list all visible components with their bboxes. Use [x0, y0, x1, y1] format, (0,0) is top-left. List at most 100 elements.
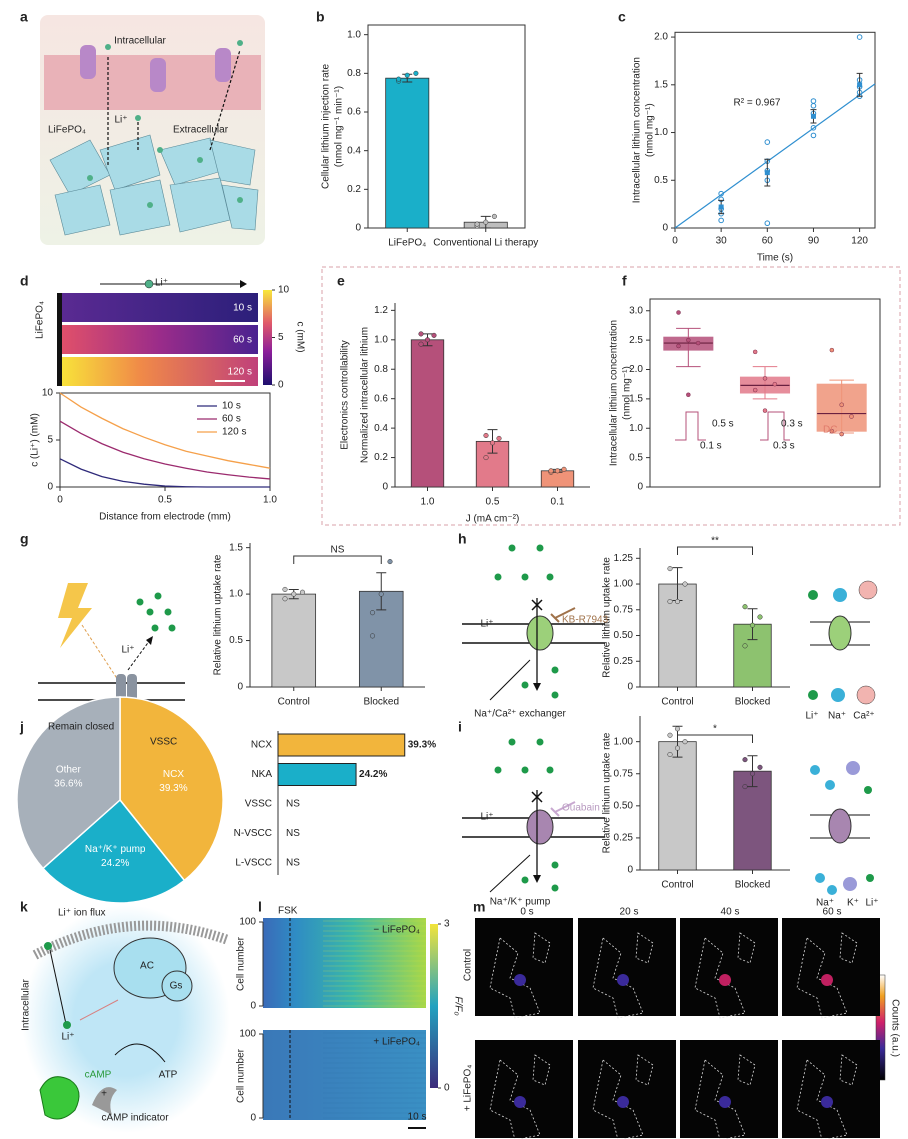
y-tick-label: 0.4: [374, 423, 388, 434]
illustration-label: Na⁺: [816, 898, 834, 909]
y-tick-label: 0.75: [614, 768, 634, 779]
data-point: [299, 589, 306, 595]
data-point: [674, 726, 681, 732]
x-tick-label: 120: [851, 236, 868, 247]
row-label: LiFePO₄: [35, 301, 46, 339]
data-point: [772, 381, 778, 387]
y-tick-label: 0.6: [374, 393, 388, 404]
fit-line: [674, 83, 876, 229]
panel-label: c: [618, 9, 626, 25]
illustration-label: Counts (a.u.): [889, 999, 900, 1057]
y-tick-label: 0: [250, 1113, 256, 1124]
y-axis-label: Cellular lithium injection rate: [321, 64, 332, 189]
data-point: [282, 586, 288, 593]
panel-label: b: [316, 9, 325, 25]
illustration-label: Li⁺: [480, 812, 493, 823]
data-point: [548, 468, 554, 474]
x-tick-label: 1.0: [421, 497, 435, 508]
x-axis-label: Distance from electrode (mm): [99, 512, 231, 523]
y-axis-label: Intracellular lithium concentration: [632, 57, 643, 203]
data-point: [387, 559, 393, 565]
panel-label: h: [458, 531, 467, 547]
y-tick-label: 2.0: [654, 32, 668, 43]
x-tick-label: 0: [57, 495, 63, 506]
illustration-label: Gs: [170, 981, 183, 992]
illustration-label: cAMP: [85, 1070, 112, 1081]
illustration-label: Intracellular: [114, 36, 166, 47]
data-point: [849, 414, 854, 419]
group-box: [321, 266, 901, 526]
y-tick-label: 1.25: [614, 553, 634, 564]
data-point: [762, 408, 768, 413]
illustration-label: Na⁺/K⁺ pump: [490, 897, 551, 908]
illustration-label: Ouabain: [562, 803, 600, 814]
bar: [385, 77, 430, 229]
y-tick-label: 1.0: [347, 29, 361, 40]
y-tick-label: 0.8: [374, 364, 388, 375]
cell-outline: [694, 932, 756, 1019]
value-label: NS: [286, 799, 300, 810]
data-point: [561, 466, 567, 472]
y-tick-label: 0: [47, 482, 53, 493]
data-point: [682, 581, 688, 587]
panel-label: d: [20, 273, 29, 289]
y-tick-label: 1.0: [229, 589, 243, 600]
colorbar: [430, 924, 438, 1088]
data-point: [742, 604, 748, 610]
slice-label: Other: [56, 764, 82, 775]
data-point: [757, 614, 763, 620]
legend-label: 120 s: [222, 427, 246, 438]
data-point: [291, 591, 297, 597]
x-tick-label: Conventional Li therapy: [433, 238, 538, 249]
image-tile: [782, 1040, 880, 1138]
data-point: [418, 331, 424, 337]
annotation: R² = 0.967: [734, 98, 781, 109]
y-tick-label: 0: [637, 482, 643, 493]
data-point: [369, 633, 376, 639]
category-label: VSSC: [245, 799, 272, 810]
data-point: [829, 428, 835, 434]
category-label: L-VSCC: [235, 858, 272, 869]
data-point: [839, 402, 844, 407]
panel-label: m: [473, 899, 485, 915]
y-axis-label: Cell number: [236, 936, 247, 991]
illustration-k: [22, 905, 230, 1133]
data-point: [839, 431, 844, 437]
data-point: [667, 751, 673, 758]
data-point: [718, 217, 724, 224]
illustration-label: Li⁺: [480, 619, 493, 630]
illustration-label: LiFePO₄: [48, 125, 86, 136]
data-point: [749, 771, 756, 777]
y-tick-label: 0.5: [229, 635, 243, 646]
x-tick-label: 0: [672, 236, 678, 247]
colorbar-tick-label: 0: [444, 1083, 450, 1094]
cell-signal: [719, 974, 731, 986]
data-point: [396, 76, 402, 82]
y-tick-label: 2.5: [629, 335, 643, 346]
category-label: NKA: [251, 769, 272, 780]
colorbar-tick-label: 0: [278, 380, 284, 391]
y-axis-label: Relative lithium uptake rate: [602, 557, 613, 678]
cell-outline: [489, 1054, 551, 1139]
data-point: [682, 739, 688, 745]
y-tick-label: 0.25: [614, 833, 634, 844]
illustration-label: Li⁺: [114, 115, 127, 126]
y-tick-label: 1.2: [374, 305, 388, 316]
y-tick-label: 100: [239, 1029, 256, 1040]
illustration-label: Li⁺ ion flux: [58, 908, 106, 919]
y-tick-label: 1.5: [229, 542, 243, 553]
illustration-h: [462, 544, 878, 705]
annotation: 0.5 s: [712, 419, 734, 430]
x-tick-label: Control: [278, 697, 310, 708]
illustration-label: Ca²⁺: [853, 711, 874, 722]
data-point: [404, 72, 410, 78]
data-point: [676, 310, 681, 315]
bar: [658, 741, 697, 871]
illustration-i: [462, 738, 874, 895]
heatmap-label: 120 s: [228, 367, 252, 378]
data-point: [413, 70, 419, 76]
cell-outline: [592, 932, 654, 1019]
panel-label: a: [20, 9, 28, 25]
heatmap-title: + LiFePO₄: [373, 1037, 420, 1048]
data-point: [829, 347, 835, 353]
